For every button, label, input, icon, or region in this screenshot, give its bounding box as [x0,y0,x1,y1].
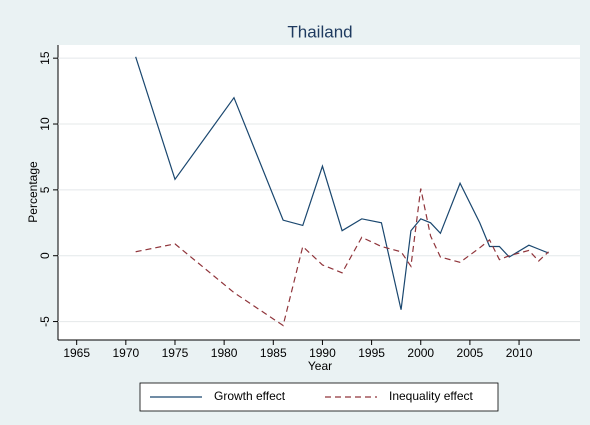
y-tick-label: -5 [38,316,52,327]
y-tick-label: 0 [38,252,52,259]
x-tick-label: 1980 [211,346,238,360]
x-tick-label: 1995 [358,346,385,360]
x-tick-label: 2010 [506,346,533,360]
plot-area [58,45,580,340]
series-line [135,188,549,327]
y-tick-label: 15 [38,51,52,65]
y-axis-label: Percentage [26,161,40,223]
x-tick-label: 1990 [309,346,336,360]
y-tick-label: 10 [38,117,52,131]
legend-label: Inequality effect [389,389,474,403]
x-tick-label: 2000 [407,346,434,360]
x-tick-label: 1970 [112,346,139,360]
x-tick-label: 1985 [260,346,287,360]
y-tick-label: 5 [38,186,52,193]
x-axis-label: Year [308,359,332,373]
x-tick-label: 2005 [457,346,484,360]
chart-title: Thailand [287,22,352,41]
series-line [135,56,549,310]
legend-label: Growth effect [214,389,286,403]
x-tick-label: 1975 [162,346,189,360]
x-tick-label: 1965 [63,346,90,360]
